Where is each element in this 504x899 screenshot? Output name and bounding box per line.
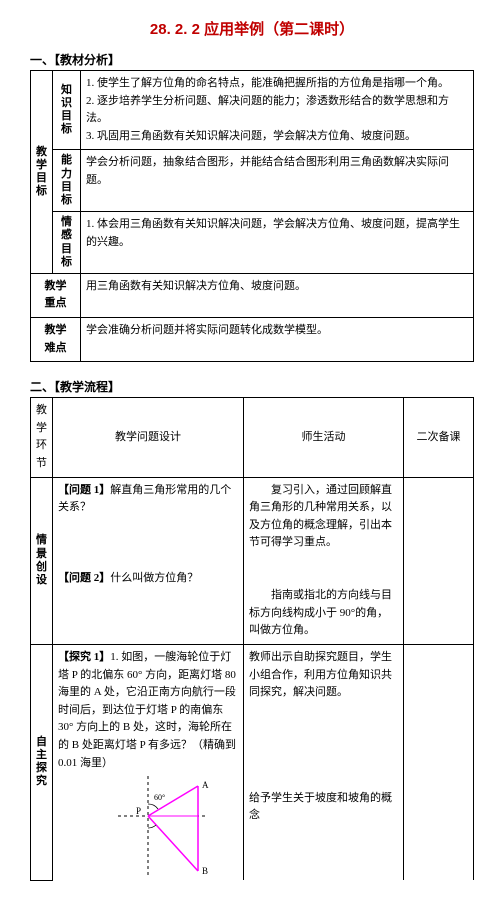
svg-text:B: B [202, 866, 208, 876]
th-prep: 二次备课 [404, 398, 474, 477]
prep-cell-1 [404, 477, 474, 644]
keypoint-content: 用三角函数有关知识解决方位角、坡度问题。 [81, 273, 474, 317]
content-ability: 学会分析问题，抽象结合图形，并能结合结合图形利用三角函数解决实际问题。 [81, 150, 474, 212]
sub-label-ability: 能力目标 [53, 150, 81, 212]
act2-text: 指南或指北的方向线与目标方向线构成小于 90°的角，叫做方位角。 [249, 587, 398, 640]
explore-label: 【探究 1】 [58, 651, 110, 663]
svg-text:60°: 60° [154, 793, 165, 802]
env-scene: 情景创设 [31, 477, 53, 644]
th-question: 教学问题设计 [53, 398, 244, 477]
explore-act1: 教师出示自助探究题目，学生小组合作，利用方位角知识共同探究，解决问题。 [249, 649, 398, 702]
explore-text: 1. 如图，一艘海轮位于灯塔 P 的北偏东 60° 方向，距离灯塔 80 海里的… [58, 651, 236, 769]
svg-text:P: P [136, 806, 141, 816]
goal-group-label: 教学目标 [31, 71, 53, 274]
question-cell-2: 【探究 1】1. 如图，一艘海轮位于灯塔 P 的北偏东 60° 方向，距离灯塔 … [53, 644, 244, 880]
sub-label-knowledge: 知识目标 [53, 71, 81, 150]
page-title: 28. 2. 2 应用举例（第二课时） [30, 18, 474, 39]
explore-act2: 给予学生关于坡度和坡角的概念 [249, 790, 398, 825]
activity-cell-1: 复习引入，通过回顾解直角三角形的几种常用关系，以及方位角的概念理解，引出本节可得… [244, 477, 404, 644]
q2-label: 【问题 2】 [58, 572, 110, 584]
sub-label-emotion: 情感目标 [53, 212, 81, 274]
table-analysis: 教学目标 知识目标 1. 1. 使学生了解方位角的命名特点，能准确把握所指的方位… [30, 70, 474, 362]
th-activity: 师生活动 [244, 398, 404, 477]
content-knowledge: 1. 1. 使学生了解方位角的命名特点，能准确把握所指的方位角是指哪一个角。 2… [81, 71, 474, 150]
th-env: 教学环节 [31, 398, 53, 477]
q2-text: 什么叫做方位角？ [110, 572, 198, 584]
content-emotion: 1. 体会用三角函数有关知识解决问题，学会解决方位角、坡度问题，提高学生的兴趣。 [81, 212, 474, 274]
table-flow: 教学环节 教学问题设计 师生活动 二次备课 情景创设 【问题 1】解直角三角形常… [30, 397, 474, 880]
activity-cell-2: 教师出示自助探究题目，学生小组合作，利用方位角知识共同探究，解决问题。 给予学生… [244, 644, 404, 880]
keypoint-label: 教学重点 [31, 273, 81, 317]
q1-label: 【问题 1】 [58, 484, 110, 496]
geometry-diagram: P A B 60° [118, 776, 238, 876]
difficulty-content: 学会准确分析问题并将实际问题转化成数学模型。 [81, 318, 474, 362]
svg-text:A: A [202, 780, 209, 790]
section2-heading: 二、【教学流程】 [30, 378, 474, 395]
section1-heading: 一、【教材分析】 [30, 51, 474, 68]
question-cell-1: 【问题 1】解直角三角形常用的几个关系？ 【问题 2】什么叫做方位角？ [53, 477, 244, 644]
prep-cell-2 [404, 644, 474, 880]
env-explore: 自主探究 [31, 644, 53, 880]
act1-text: 复习引入，通过回顾解直角三角形的几种常用关系，以及方位角的概念理解，引出本节可得… [249, 482, 398, 552]
difficulty-label: 教学难点 [31, 318, 81, 362]
